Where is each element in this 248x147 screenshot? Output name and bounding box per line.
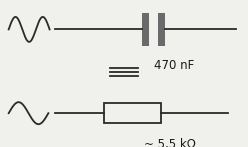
Bar <box>142 13 149 46</box>
Bar <box>104 103 161 123</box>
Text: ~ 5,5 kΩ: ~ 5,5 kΩ <box>144 138 196 147</box>
Text: 470 nF: 470 nF <box>154 59 194 72</box>
Bar <box>158 13 165 46</box>
